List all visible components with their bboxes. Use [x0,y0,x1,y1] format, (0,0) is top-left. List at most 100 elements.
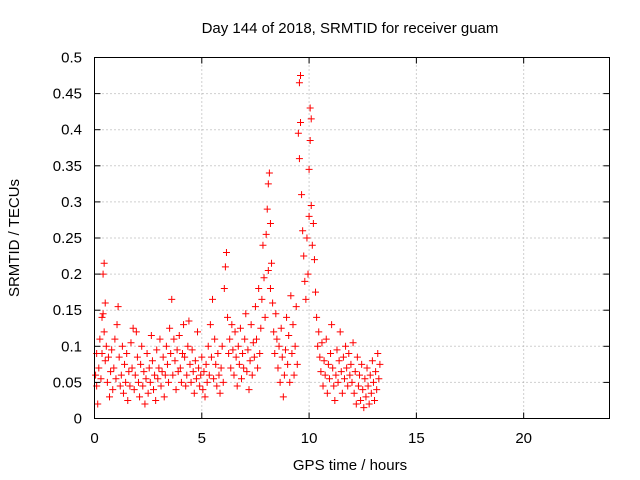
data-point [159,353,167,361]
data-point [298,191,306,199]
data-point [330,382,338,390]
y-tick-label: 0.4 [61,122,82,139]
data-point [265,169,273,177]
data-point [304,270,312,278]
data-point [340,375,348,383]
data-point [207,353,215,361]
data-point [305,212,313,220]
data-point [324,360,332,368]
data-point [195,364,203,372]
data-point [244,346,252,354]
data-point [363,364,371,372]
data-point [110,364,118,372]
data-point [202,360,210,368]
data-point [297,72,304,80]
data-point [343,364,351,372]
data-point [347,360,355,368]
data-point [375,375,383,383]
data-point [372,368,380,376]
data-point [241,335,249,343]
data-point [276,378,284,386]
data-point [129,324,137,332]
data-point [196,382,204,390]
data-point [200,368,208,376]
data-point [366,371,374,379]
data-point [349,339,357,347]
data-point [329,364,337,372]
data-point [117,371,125,379]
data-point [263,205,271,213]
data-point [336,328,344,336]
data-point [357,396,365,404]
data-point [189,368,197,376]
data-point [211,335,219,343]
data-point [168,295,176,303]
data-point [99,270,107,278]
data-point [344,382,352,390]
data-points [92,72,384,412]
data-point [254,364,262,372]
data-point [178,350,186,358]
data-point [303,234,311,242]
data-point [161,371,169,379]
data-point [216,389,224,397]
data-point [290,371,298,379]
data-point [256,350,264,358]
data-point [275,342,283,350]
data-point [309,220,317,228]
data-point [242,310,250,318]
data-point [266,220,274,228]
data-point [136,393,144,401]
data-point [107,368,115,376]
data-point [116,382,124,390]
data-point [351,368,359,376]
data-point [174,368,182,376]
x-tick-label: 10 [301,430,318,447]
data-point [140,368,148,376]
data-point [243,368,251,376]
data-point [170,335,178,343]
data-point [184,342,192,350]
data-point [95,364,103,372]
data-point [337,368,345,376]
data-point [272,310,280,318]
data-point [181,353,189,361]
data-point [240,364,248,372]
data-point [217,364,225,372]
data-point [112,375,120,383]
data-point [108,346,116,354]
data-point [300,252,308,260]
data-point [137,360,145,368]
data-point [158,368,166,376]
x-tick-label: 5 [198,430,206,447]
data-point [259,241,267,249]
data-point [277,324,285,332]
data-point [295,155,303,163]
data-point [365,400,373,408]
data-point [186,360,194,368]
data-point [322,335,330,343]
data-point [225,350,233,358]
data-point [369,378,377,386]
data-point [266,285,274,293]
data-point [151,371,159,379]
data-point [128,364,136,372]
data-point [187,378,195,386]
data-point [114,303,122,311]
x-tick-label: 0 [90,430,98,447]
y-tick-label: 0.3 [61,194,82,211]
data-point [313,313,321,321]
y-tick-label: 0.05 [53,374,82,391]
data-point [262,230,270,238]
data-point [126,382,134,390]
data-point [167,350,175,358]
data-point [239,350,247,358]
data-point [130,386,138,394]
data-point [307,202,315,210]
data-point [334,378,342,386]
data-point [209,295,217,303]
x-axis-label: GPS time / hours [293,457,407,474]
data-point [138,342,146,350]
x-tick-labels: 0 5 10 15 20 [90,430,532,447]
y-tick-labels: 0 0.05 0.1 0.15 0.2 0.25 0.3 0.35 0.4 0.45 0.5 [53,50,82,428]
